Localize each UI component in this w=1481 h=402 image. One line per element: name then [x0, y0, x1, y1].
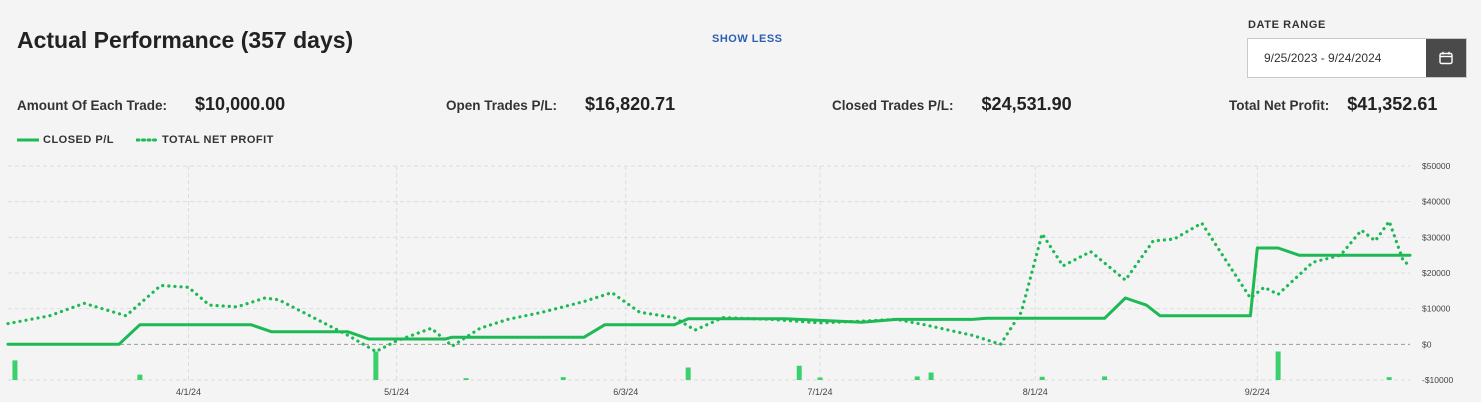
- legend-solid-swatch: [17, 138, 39, 142]
- stat-label: Amount Of Each Trade:: [17, 98, 168, 113]
- y-tick-label: $30000: [1422, 232, 1451, 242]
- legend-item-closed-pl[interactable]: CLOSED P/L: [17, 134, 114, 146]
- stat-value: $41,352.61: [1347, 94, 1438, 114]
- chart-legend: CLOSED P/L TOTAL NET PROFIT: [17, 134, 296, 146]
- daily-bar: [137, 374, 143, 380]
- stat-total-net-profit: Total Net Profit: $41,352.61: [1229, 94, 1437, 115]
- y-tick-label: -$10000: [1422, 375, 1453, 385]
- daily-bar: [1275, 351, 1281, 380]
- calendar-icon: [1439, 51, 1453, 65]
- x-tick-label: 6/3/24: [613, 387, 638, 397]
- total-net-profit-line: [6, 219, 1412, 354]
- y-tick-label: $0: [1422, 339, 1432, 349]
- page-title: Actual Performance (357 days): [17, 27, 354, 53]
- y-tick-label: $40000: [1422, 197, 1451, 207]
- daily-bar: [1039, 376, 1045, 380]
- stat-label: Open Trades P/L:: [446, 98, 558, 113]
- x-tick-label: 4/1/24: [176, 387, 201, 397]
- daily-bar: [1386, 377, 1392, 380]
- date-range-input[interactable]: [1248, 39, 1428, 77]
- legend-label: TOTAL NET PROFIT: [162, 134, 274, 146]
- x-tick-label: 9/2/24: [1245, 387, 1270, 397]
- stat-open-trades-pl: Open Trades P/L: $16,820.71: [446, 94, 675, 115]
- y-tick-label: $20000: [1422, 268, 1451, 278]
- performance-chart: $50000 $40000 $30000 $20000 $10000 $0 -$10000 4…: [6, 161, 1453, 397]
- closed-pl-line: [6, 246, 1412, 346]
- stat-label: Total Net Profit:: [1229, 98, 1330, 113]
- y-tick-label: $50000: [1422, 161, 1451, 171]
- daily-bar: [1102, 376, 1108, 380]
- stat-amount-each-trade: Amount Of Each Trade: $10,000.00: [17, 94, 285, 115]
- daily-bar: [560, 377, 566, 380]
- daily-bar: [914, 376, 920, 380]
- calendar-button[interactable]: [1426, 39, 1466, 77]
- stat-value: $10,000.00: [195, 94, 286, 114]
- stat-value: $16,820.71: [585, 94, 676, 114]
- x-tick-label: 5/1/24: [384, 387, 409, 397]
- daily-bar: [817, 377, 823, 380]
- x-tick-label: 7/1/24: [808, 387, 833, 397]
- daily-bar: [796, 365, 802, 380]
- x-tick-label: 8/1/24: [1023, 387, 1048, 397]
- stat-label: Closed Trades P/L:: [832, 98, 954, 113]
- date-range-picker: [1247, 38, 1467, 78]
- y-tick-label: $10000: [1422, 304, 1451, 314]
- stat-closed-trades-pl: Closed Trades P/L: $24,531.90: [832, 94, 1072, 115]
- legend-item-total-net-profit[interactable]: TOTAL NET PROFIT: [136, 134, 274, 146]
- stat-value: $24,531.90: [981, 94, 1072, 114]
- daily-bar: [685, 367, 691, 380]
- daily-bar: [463, 378, 469, 380]
- daily-bar: [373, 351, 379, 380]
- daily-bar: [928, 372, 934, 380]
- show-less-link[interactable]: SHOW LESS: [712, 33, 783, 45]
- legend-dotted-swatch: [136, 138, 160, 142]
- date-range-label: DATE RANGE: [1248, 19, 1326, 31]
- daily-bar: [12, 360, 18, 380]
- legend-label: CLOSED P/L: [43, 134, 115, 146]
